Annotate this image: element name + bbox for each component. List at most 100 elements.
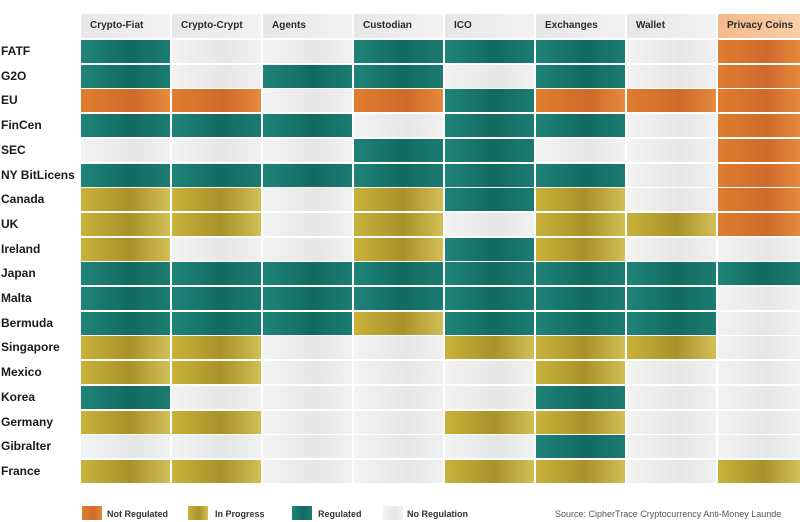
column-header: Exchanges [536,14,625,38]
heatmap-cell [445,188,534,212]
heatmap-cell [445,40,534,63]
heatmap-cell [81,188,170,212]
heatmap-cell [718,64,800,88]
heatmap-cell [536,188,625,212]
heatmap-cell [263,64,352,88]
legend-label: Regulated [318,509,362,519]
heatmap-cell [263,410,352,434]
heatmap-cell [81,138,170,162]
column-header: ICO [445,14,534,38]
heatmap-cell [718,361,800,385]
heatmap-cell [718,336,800,360]
heatmap-cell [172,188,261,212]
row-label: Germany [1,414,54,429]
heatmap-cell [81,336,170,360]
heatmap-cell [718,410,800,434]
heatmap-cell [172,435,261,459]
heatmap-cell [627,459,716,483]
legend-swatch [188,506,208,520]
row-label: FinCen [1,118,42,133]
row-label: FATF [1,44,31,58]
heatmap-cell [627,287,716,310]
heatmap-cell [263,459,352,483]
heatmap-cell [627,336,716,360]
heatmap-cell [354,163,443,187]
heatmap-cell [172,385,261,409]
heatmap-cell [354,311,443,335]
heatmap-cell [263,89,352,113]
heatmap-cell [627,212,716,236]
heatmap-cell [536,138,625,162]
heatmap-cell [354,237,443,261]
heatmap-cell [627,188,716,212]
row-label: EU [1,93,18,108]
heatmap-cell [354,287,443,310]
heatmap-cell [172,459,261,483]
heatmap-cell [718,212,800,236]
heatmap-cell [445,459,534,483]
row-label: NY BitLicens [1,167,75,182]
heatmap-cell [445,361,534,385]
heatmap-cell [718,40,800,63]
heatmap-cell [536,435,625,459]
heatmap-cell [445,64,534,88]
heatmap-cell [536,262,625,286]
heatmap-cell [718,163,800,187]
heatmap-cell [718,188,800,212]
heatmap-cell [172,89,261,113]
heatmap-cell [536,410,625,434]
heatmap-cell [81,459,170,483]
heatmap-cell [263,435,352,459]
heatmap-cell [445,89,534,113]
row-label: SEC [1,142,26,157]
heatmap-cell [445,262,534,286]
heatmap-cell [445,237,534,261]
heatmap-cell [536,287,625,310]
heatmap-cell [627,385,716,409]
source-note: Source: CipherTrace Cryptocurrency Anti-… [555,509,782,519]
heatmap-cell [81,435,170,459]
column-header: Crypto-Crypt [172,14,261,38]
heatmap-cell [536,163,625,187]
row-label: Mexico [1,365,42,380]
heatmap-cell [81,114,170,138]
row-label: UK [1,216,19,231]
heatmap-cell [263,336,352,360]
heatmap-cell [536,459,625,483]
heatmap-cell [172,311,261,335]
heatmap-cell [718,311,800,335]
row-label: Gibralter [1,439,52,454]
column-header: Wallet [627,14,716,38]
legend-label: In Progress [215,509,265,519]
heatmap-cell [445,385,534,409]
heatmap-cell [536,336,625,360]
heatmap-cell [263,138,352,162]
row-label: Ireland [1,241,41,256]
column-header: Privacy Coins [718,14,800,38]
heatmap-cell [354,89,443,113]
heatmap-cell [445,212,534,236]
heatmap-cell [81,89,170,113]
heatmap-cell [172,336,261,360]
heatmap-cell [172,163,261,187]
heatmap-cell [263,212,352,236]
row-label: Malta [1,291,32,305]
heatmap-cell [172,287,261,310]
heatmap-cell [445,311,534,335]
heatmap-cell [627,40,716,63]
heatmap-cell [172,64,261,88]
heatmap-cell [627,114,716,138]
legend-label: No Regulation [407,509,468,519]
legend-swatch [383,506,403,520]
heatmap-cell [81,64,170,88]
heatmap-cell [263,114,352,138]
heatmap-cell [354,138,443,162]
heatmap-cell [536,114,625,138]
heatmap-cell [627,262,716,286]
heatmap-cell [172,138,261,162]
heatmap-cell [354,459,443,483]
legend-label: Not Regulated [107,509,169,519]
heatmap-cell [81,410,170,434]
heatmap-cell [81,311,170,335]
